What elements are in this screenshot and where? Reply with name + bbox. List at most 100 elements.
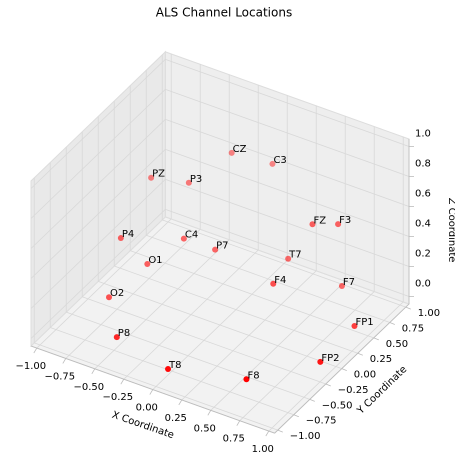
- tick-mark: [277, 429, 283, 433]
- grid-line: [165, 148, 410, 237]
- point-label: C3: [273, 155, 286, 166]
- grid-line: [82, 296, 326, 385]
- x-tick-label: 1.00: [252, 444, 274, 455]
- point: [185, 179, 192, 186]
- z-tick-label: 0.0: [415, 279, 431, 290]
- point-label: PZ: [152, 169, 165, 180]
- point-label: CZ: [233, 144, 247, 155]
- grid-line: [165, 58, 410, 147]
- tick-mark: [33, 347, 38, 354]
- y-tick-label: −0.50: [322, 400, 353, 411]
- point-label: T7: [288, 250, 301, 261]
- grid-line: [130, 250, 374, 339]
- x-tick-label: 0.25: [165, 413, 187, 424]
- tick-mark: [178, 399, 183, 406]
- point: [317, 358, 324, 365]
- y-tick-label: 0.25: [370, 354, 392, 365]
- tick-mark: [120, 378, 125, 385]
- grid-line: [98, 281, 342, 369]
- point-label: O2: [110, 288, 124, 299]
- x-tick-label: −0.75: [44, 371, 75, 382]
- grid-line: [30, 89, 166, 219]
- x-tick-label: −1.00: [15, 361, 46, 372]
- z-tick-label: 1.0: [415, 129, 431, 140]
- point: [144, 261, 151, 268]
- point-label: FP2: [321, 353, 339, 364]
- point-label: P7: [216, 241, 228, 252]
- point-label: FP1: [355, 317, 373, 328]
- point: [212, 246, 219, 253]
- z-tick-label: 0.6: [415, 189, 431, 200]
- point: [243, 376, 250, 383]
- y-tick-label: −0.75: [306, 416, 337, 427]
- point-label: P4: [122, 229, 134, 240]
- y-tick-label: 0.50: [386, 339, 408, 350]
- grid-line: [165, 178, 410, 267]
- point-label: C4: [185, 230, 198, 241]
- tick-mark: [405, 306, 411, 310]
- point-label: P8: [118, 328, 130, 339]
- point: [351, 322, 358, 329]
- grid-line: [66, 311, 310, 400]
- point-label: F3: [339, 215, 351, 226]
- tick-mark: [341, 368, 347, 371]
- grid-line: [146, 234, 390, 323]
- tick-mark: [91, 368, 96, 375]
- grid-line: [165, 88, 410, 177]
- point: [180, 235, 187, 242]
- z-tick-label: 0.8: [415, 159, 431, 170]
- x-tick-label: −0.25: [102, 392, 133, 403]
- y-tick-label: 0.00: [354, 370, 376, 381]
- y-tick-label: −1.00: [290, 431, 321, 442]
- x-tick-label: 0.50: [194, 423, 216, 434]
- y-axis-line: [274, 303, 410, 434]
- y-tick-label: −0.25: [338, 385, 369, 396]
- grid-line: [30, 59, 166, 189]
- tick-mark: [325, 383, 331, 387]
- point-label: P3: [190, 174, 202, 185]
- tick-mark: [62, 358, 67, 364]
- x-axis-line: [30, 345, 275, 434]
- grid-line: [30, 119, 166, 249]
- point-label: F8: [247, 370, 259, 381]
- grid-line: [165, 118, 410, 207]
- z-axis-label: Z Coordinate: [446, 198, 455, 263]
- grid-line: [30, 149, 166, 279]
- tick-mark: [389, 322, 395, 325]
- y-tick-label: 1.00: [418, 308, 440, 319]
- tick-mark: [265, 430, 270, 437]
- point: [285, 255, 292, 262]
- grid-line: [30, 209, 166, 339]
- point: [113, 334, 120, 341]
- point-label: O1: [148, 255, 162, 266]
- x-tick-label: −0.50: [73, 382, 104, 393]
- tick-mark: [373, 337, 379, 341]
- grid-line: [50, 327, 294, 416]
- grid-line: [30, 179, 166, 309]
- point: [270, 280, 277, 287]
- tick-mark: [357, 352, 363, 356]
- point: [269, 160, 276, 167]
- grid-line: [162, 219, 406, 308]
- tick-mark: [207, 410, 212, 416]
- z-tick-label: 0.2: [415, 249, 431, 260]
- tick-mark: [293, 414, 299, 418]
- x-tick-label: 0.75: [223, 434, 245, 445]
- point: [106, 294, 112, 301]
- tick-mark: [236, 420, 241, 426]
- point: [117, 235, 124, 242]
- x-tick-label: 0.00: [136, 403, 158, 414]
- point: [338, 283, 345, 290]
- tick-mark: [149, 389, 154, 395]
- grid-line: [114, 265, 358, 354]
- point: [335, 221, 342, 228]
- z-tick-label: 0.4: [415, 219, 431, 230]
- point-label: T8: [168, 360, 181, 371]
- point-label: F4: [274, 275, 286, 286]
- point: [309, 221, 316, 228]
- grid-line: [34, 342, 278, 431]
- tick-mark: [309, 398, 315, 402]
- point-label: FZ: [313, 215, 326, 226]
- point: [165, 365, 172, 372]
- chart-title: ALS Channel Locations: [156, 6, 292, 20]
